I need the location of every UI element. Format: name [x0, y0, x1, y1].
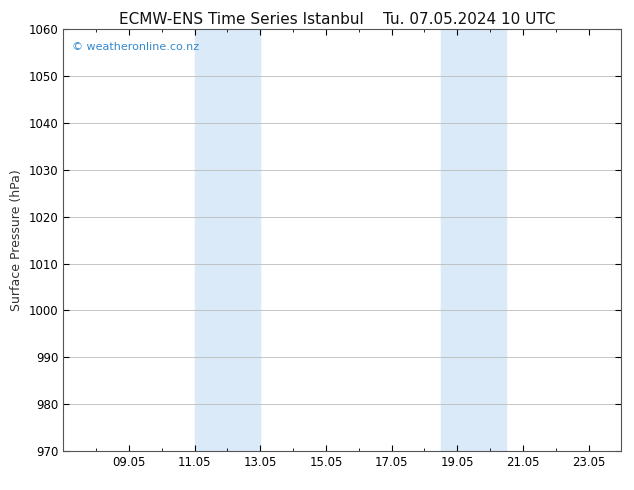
Bar	[441, 29, 507, 451]
Bar	[195, 29, 261, 451]
Y-axis label: Surface Pressure (hPa): Surface Pressure (hPa)	[10, 169, 23, 311]
Text: Tu. 07.05.2024 10 UTC: Tu. 07.05.2024 10 UTC	[383, 12, 555, 27]
Text: © weatheronline.co.nz: © weatheronline.co.nz	[72, 42, 199, 52]
Text: ECMW-ENS Time Series Istanbul: ECMW-ENS Time Series Istanbul	[119, 12, 363, 27]
